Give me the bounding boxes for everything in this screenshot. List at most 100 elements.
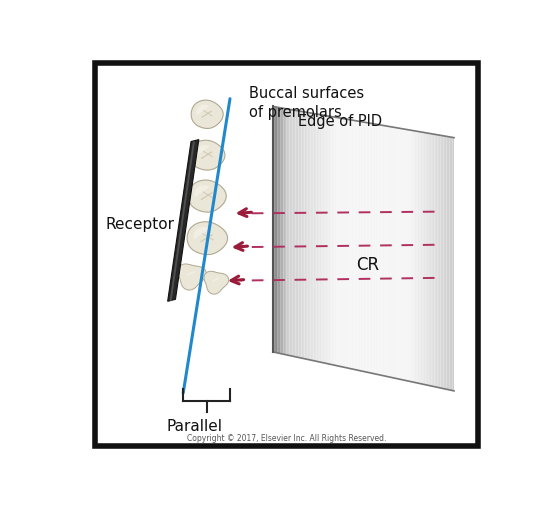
Polygon shape — [291, 111, 292, 357]
Polygon shape — [187, 222, 228, 255]
Polygon shape — [345, 120, 347, 368]
Polygon shape — [409, 131, 410, 382]
Polygon shape — [415, 132, 416, 383]
Polygon shape — [338, 118, 339, 367]
Polygon shape — [365, 123, 367, 372]
Polygon shape — [320, 115, 321, 363]
Polygon shape — [297, 112, 299, 358]
Polygon shape — [410, 131, 412, 382]
Polygon shape — [451, 138, 453, 391]
Polygon shape — [368, 124, 369, 373]
Polygon shape — [348, 120, 350, 369]
Polygon shape — [196, 106, 209, 116]
Polygon shape — [432, 134, 433, 387]
Polygon shape — [382, 126, 383, 376]
Polygon shape — [430, 134, 432, 386]
Polygon shape — [273, 107, 274, 352]
Polygon shape — [288, 110, 290, 356]
Polygon shape — [440, 136, 442, 388]
Polygon shape — [344, 120, 345, 368]
Polygon shape — [286, 110, 288, 356]
Polygon shape — [333, 118, 335, 366]
Polygon shape — [445, 137, 447, 389]
Polygon shape — [318, 115, 320, 362]
Polygon shape — [397, 128, 398, 379]
Polygon shape — [323, 116, 324, 363]
Polygon shape — [306, 113, 307, 360]
Polygon shape — [385, 126, 386, 377]
Polygon shape — [371, 124, 372, 374]
Polygon shape — [376, 125, 377, 375]
Polygon shape — [398, 129, 400, 379]
Polygon shape — [303, 113, 305, 359]
Polygon shape — [434, 135, 436, 387]
Polygon shape — [402, 130, 404, 380]
Polygon shape — [418, 132, 419, 384]
Polygon shape — [305, 113, 306, 360]
Polygon shape — [352, 121, 353, 370]
Polygon shape — [442, 136, 443, 389]
Polygon shape — [274, 108, 276, 353]
Polygon shape — [421, 133, 422, 384]
Polygon shape — [401, 129, 402, 380]
Polygon shape — [372, 124, 374, 374]
Polygon shape — [337, 118, 338, 366]
Polygon shape — [392, 128, 394, 378]
Polygon shape — [406, 130, 407, 381]
Polygon shape — [389, 127, 391, 378]
Polygon shape — [204, 272, 229, 294]
Polygon shape — [315, 115, 316, 362]
Polygon shape — [387, 127, 389, 377]
Polygon shape — [357, 122, 359, 371]
Polygon shape — [188, 181, 226, 213]
Polygon shape — [294, 111, 296, 357]
Polygon shape — [296, 111, 297, 358]
Polygon shape — [377, 125, 378, 375]
Polygon shape — [282, 109, 283, 355]
Polygon shape — [195, 146, 210, 157]
Polygon shape — [316, 115, 318, 362]
Polygon shape — [277, 108, 279, 354]
Polygon shape — [193, 228, 210, 240]
Polygon shape — [283, 109, 285, 355]
Polygon shape — [321, 116, 323, 363]
Polygon shape — [276, 108, 277, 353]
Polygon shape — [335, 118, 337, 366]
Polygon shape — [367, 123, 368, 373]
Polygon shape — [443, 136, 445, 389]
Polygon shape — [281, 109, 282, 354]
Polygon shape — [439, 136, 440, 388]
Polygon shape — [301, 112, 303, 359]
Text: Copyright © 2017, Elsevier Inc. All Rights Reserved.: Copyright © 2017, Elsevier Inc. All Righ… — [187, 433, 386, 442]
Polygon shape — [339, 119, 341, 367]
Polygon shape — [347, 120, 348, 369]
Text: Parallel: Parallel — [167, 418, 223, 433]
Polygon shape — [191, 101, 223, 129]
Polygon shape — [178, 265, 206, 290]
Polygon shape — [449, 137, 451, 390]
Polygon shape — [413, 131, 415, 383]
Polygon shape — [453, 138, 454, 391]
Polygon shape — [422, 133, 424, 385]
Polygon shape — [312, 114, 314, 361]
Polygon shape — [307, 113, 309, 360]
Polygon shape — [314, 114, 315, 361]
Polygon shape — [342, 119, 344, 368]
Polygon shape — [380, 126, 382, 376]
Text: Buccal surfaces
of premolars: Buccal surfaces of premolars — [249, 86, 364, 120]
Polygon shape — [428, 134, 430, 386]
Polygon shape — [447, 137, 448, 390]
Polygon shape — [427, 134, 428, 386]
Polygon shape — [299, 112, 300, 358]
Polygon shape — [383, 126, 385, 376]
Polygon shape — [404, 130, 406, 381]
Polygon shape — [356, 122, 357, 370]
Polygon shape — [407, 130, 409, 381]
Polygon shape — [168, 140, 199, 301]
Polygon shape — [374, 125, 376, 374]
Polygon shape — [327, 117, 329, 364]
Polygon shape — [290, 110, 291, 356]
Text: Receptor: Receptor — [105, 217, 174, 231]
Polygon shape — [309, 114, 311, 361]
Polygon shape — [436, 135, 437, 387]
